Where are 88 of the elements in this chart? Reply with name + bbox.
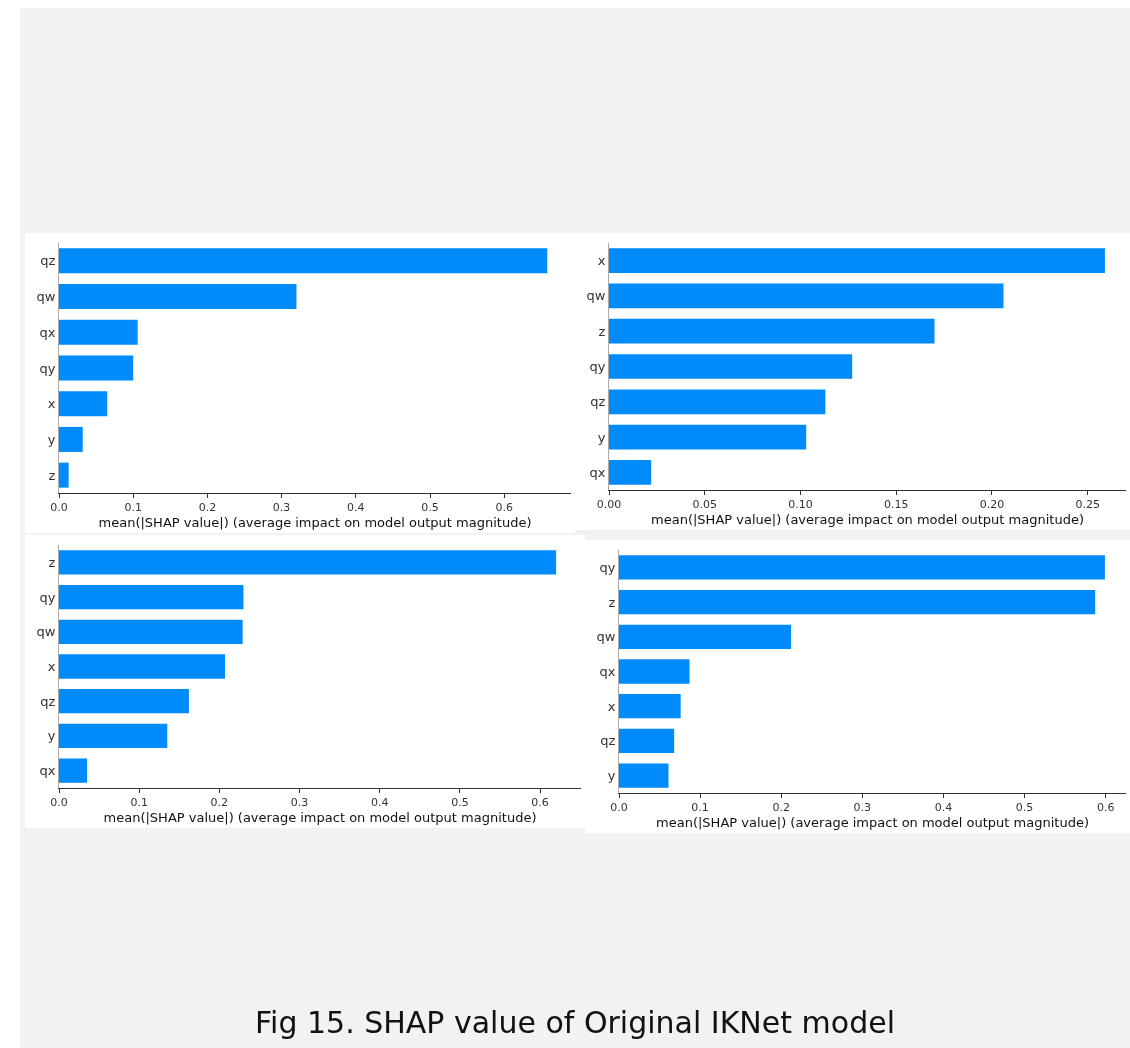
y-tick-label: qx xyxy=(39,763,56,779)
x-tick-label: 0.5 xyxy=(1015,801,1034,815)
bar xyxy=(609,424,807,450)
y-tick-label: y xyxy=(607,768,616,784)
bar xyxy=(59,654,225,679)
x-tick-label: 0.3 xyxy=(290,796,309,810)
x-tick-label: 0.2 xyxy=(210,796,229,810)
x-tick-label: 0.6 xyxy=(1096,801,1115,815)
bar xyxy=(609,318,935,344)
y-tick-label: qx xyxy=(589,464,606,480)
caption: Fig 15. SHAP value of Original IKNet model xyxy=(254,1005,896,1040)
y-tick-label: qx xyxy=(599,664,616,680)
bar xyxy=(619,555,1105,580)
bar xyxy=(619,728,675,754)
bar xyxy=(609,248,1105,273)
y-tick-label: qw xyxy=(586,288,606,304)
bar xyxy=(59,462,69,488)
y-tick-label: y xyxy=(597,429,606,445)
y-tick-label: x xyxy=(47,659,56,675)
x-tick-label: 0.6 xyxy=(495,501,513,515)
x-tick-label: 0.00 xyxy=(596,498,622,512)
x-tick-label: 0.5 xyxy=(421,501,439,515)
y-tick-label: qy xyxy=(589,359,606,375)
bar xyxy=(619,694,681,719)
bar xyxy=(609,283,1004,309)
bar xyxy=(619,659,690,684)
x-tick-label: 0.4 xyxy=(934,801,953,815)
x-tick-label: 0.4 xyxy=(347,501,365,515)
y-tick-label: x xyxy=(47,396,56,412)
y-tick-label: qw xyxy=(36,624,56,640)
x-tick-label: 0.6 xyxy=(531,796,549,810)
bar xyxy=(59,619,243,644)
x-axis-title: mean(|SHAP value|) (average impact on model output magnitude) xyxy=(651,511,1084,527)
y-tick-label: y xyxy=(47,431,56,447)
y-tick-label: qy xyxy=(39,360,56,376)
x-tick-label: 0.1 xyxy=(124,501,142,515)
y-tick-label: z xyxy=(48,554,56,570)
y-tick-label: qz xyxy=(590,394,606,410)
bar xyxy=(619,589,1096,615)
y-tick-label: z xyxy=(48,467,56,483)
x-tick-label: 0.20 xyxy=(979,498,1005,512)
x-tick-label: 0.4 xyxy=(370,796,389,810)
x-tick-label: 0.2 xyxy=(772,801,790,815)
bar xyxy=(59,355,134,381)
x-tick-label: 0.0 xyxy=(50,796,68,810)
bar xyxy=(609,354,853,379)
x-tick-label: 0.0 xyxy=(610,801,628,815)
bar xyxy=(59,689,189,714)
y-tick-label: qz xyxy=(40,253,56,269)
bar xyxy=(609,460,652,485)
bar xyxy=(619,624,791,649)
x-axis-title: mean(|SHAP value|) (average impact on model output magnitude) xyxy=(103,809,537,825)
x-tick-label: 0.05 xyxy=(692,498,717,512)
x-tick-label: 0.3 xyxy=(272,501,291,515)
x-axis-title: mean(|SHAP value|) (average impact on model output magnitude) xyxy=(656,814,1089,830)
y-tick-label: x xyxy=(597,253,606,269)
x-tick-label: 0.3 xyxy=(853,801,872,815)
x-tick-label: 0.1 xyxy=(130,796,148,810)
y-tick-label: qx xyxy=(39,324,56,340)
bar xyxy=(59,584,244,610)
bar xyxy=(59,248,548,274)
bar xyxy=(59,426,83,452)
y-tick-label: qy xyxy=(39,589,56,605)
x-tick-label: 0.25 xyxy=(1075,498,1100,512)
y-tick-label: qw xyxy=(36,289,56,305)
y-tick-label: qz xyxy=(40,693,56,709)
y-tick-label: y xyxy=(47,728,56,744)
y-tick-label: z xyxy=(598,323,606,339)
bar xyxy=(609,389,826,415)
bar xyxy=(59,550,557,575)
x-tick-label: 0.15 xyxy=(883,498,909,512)
x-tick-label: 0.10 xyxy=(788,498,813,512)
x-tick-label: 0.0 xyxy=(50,501,68,515)
y-tick-label: qw xyxy=(596,629,616,645)
bar xyxy=(59,391,108,417)
bar xyxy=(59,723,168,749)
y-tick-label: qz xyxy=(600,733,616,749)
bar xyxy=(59,319,138,345)
y-tick-label: x xyxy=(607,698,616,714)
x-tick-label: 0.1 xyxy=(691,801,709,815)
bar xyxy=(59,284,297,310)
x-tick-label: 0.5 xyxy=(451,796,469,810)
y-tick-label: qy xyxy=(599,559,616,575)
y-tick-label: z xyxy=(608,594,616,610)
x-axis-title: mean(|SHAP value|) (average impact on model output magnitude) xyxy=(98,514,532,530)
x-tick-label: 0.2 xyxy=(198,501,217,515)
bar xyxy=(619,763,669,788)
bar xyxy=(59,758,88,783)
